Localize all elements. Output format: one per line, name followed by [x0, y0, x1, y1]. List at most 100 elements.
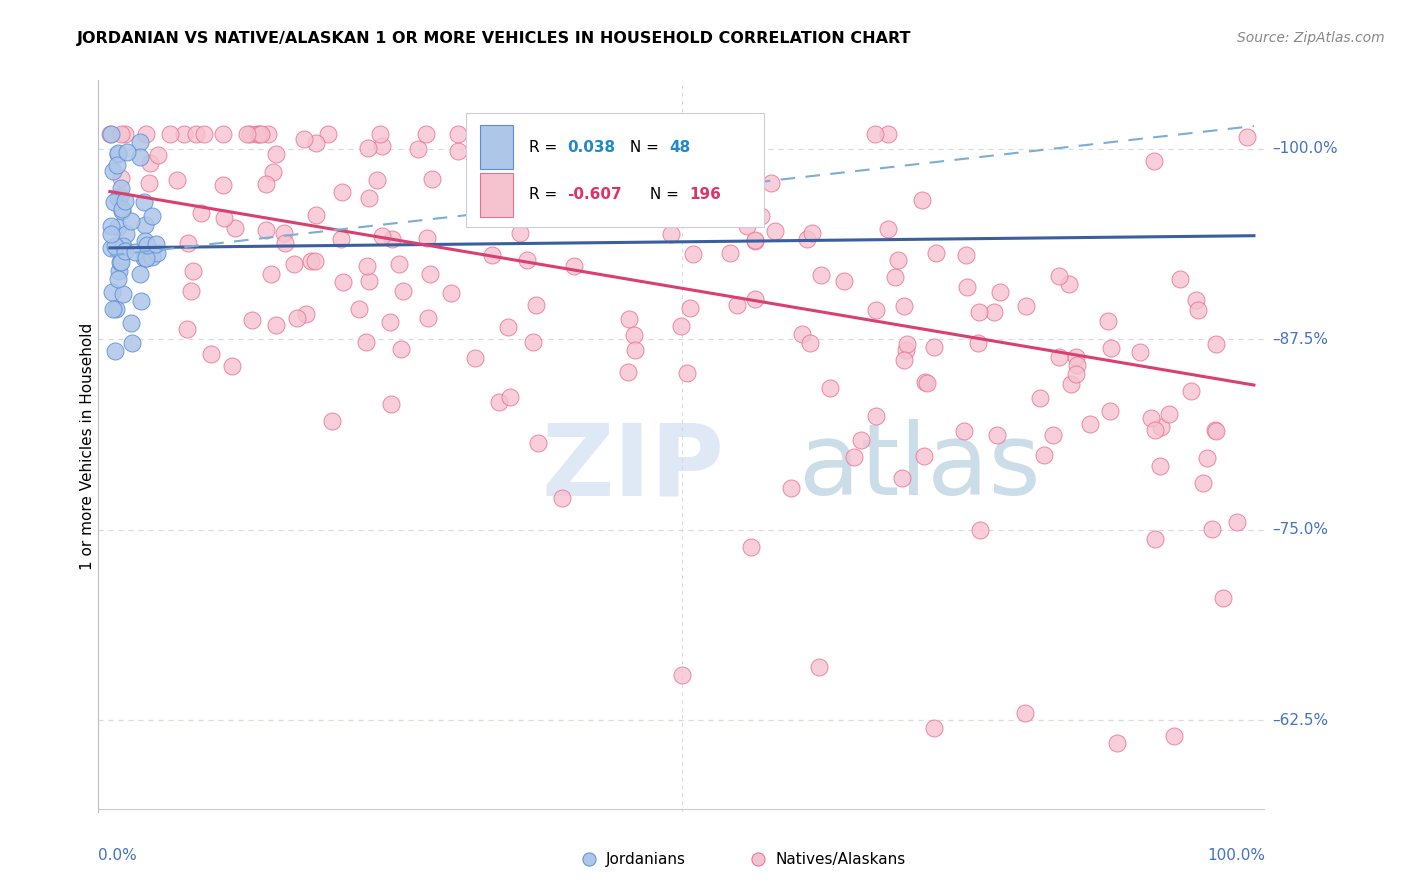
- Point: [669, 319, 692, 334]
- Point: [1143, 423, 1166, 437]
- Point: [108, 263, 131, 277]
- Point: [129, 294, 152, 309]
- FancyBboxPatch shape: [465, 113, 763, 227]
- Point: [104, 239, 127, 253]
- Point: [221, 359, 243, 373]
- Point: [911, 193, 934, 207]
- Text: 0.0%: 0.0%: [98, 848, 138, 863]
- Text: 0.038: 0.038: [568, 140, 616, 154]
- Point: [357, 141, 380, 155]
- Point: [893, 299, 915, 313]
- Point: [763, 223, 786, 237]
- Point: [1159, 408, 1181, 422]
- Point: [1097, 314, 1119, 328]
- Point: [129, 268, 152, 282]
- Point: [166, 173, 188, 187]
- Point: [562, 259, 585, 273]
- Point: [107, 146, 129, 161]
- Text: –75.0%: –75.0%: [1272, 523, 1329, 537]
- Point: [181, 264, 204, 278]
- Point: [139, 155, 162, 169]
- Point: [810, 268, 832, 282]
- Point: [110, 202, 132, 216]
- Point: [416, 310, 439, 325]
- Point: [114, 244, 136, 259]
- Point: [1150, 419, 1173, 434]
- Point: [1205, 425, 1227, 439]
- Point: [1064, 367, 1087, 381]
- Point: [415, 127, 437, 141]
- Text: Jordanians: Jordanians: [606, 852, 686, 867]
- Point: [285, 311, 308, 326]
- Point: [389, 342, 412, 356]
- Text: N =: N =: [644, 187, 683, 202]
- Point: [446, 127, 468, 141]
- Point: [883, 270, 905, 285]
- Point: [114, 194, 136, 208]
- Point: [111, 204, 134, 219]
- Point: [110, 171, 132, 186]
- Point: [146, 245, 169, 260]
- Point: [247, 127, 270, 141]
- Text: ZIP: ZIP: [541, 419, 724, 516]
- Point: [551, 491, 574, 506]
- Text: Source: ZipAtlas.com: Source: ZipAtlas.com: [1237, 31, 1385, 45]
- Point: [671, 667, 693, 681]
- Point: [100, 127, 122, 141]
- Point: [108, 188, 131, 202]
- Point: [173, 127, 195, 141]
- Point: [176, 322, 198, 336]
- Point: [891, 470, 914, 484]
- Text: N =: N =: [624, 140, 664, 154]
- Point: [1195, 450, 1218, 465]
- Point: [98, 127, 121, 141]
- Point: [986, 428, 1008, 442]
- Text: –87.5%: –87.5%: [1272, 332, 1329, 347]
- Text: JORDANIAN VS NATIVE/ALASKAN 1 OR MORE VEHICLES IN HOUSEHOLD CORRELATION CHART: JORDANIAN VS NATIVE/ALASKAN 1 OR MORE VE…: [77, 31, 912, 46]
- Point: [876, 127, 898, 141]
- Point: [392, 285, 415, 299]
- Point: [1042, 427, 1064, 442]
- Point: [104, 343, 127, 358]
- Point: [381, 232, 404, 246]
- Y-axis label: 1 or more Vehicles in Household: 1 or more Vehicles in Household: [80, 322, 94, 570]
- Point: [735, 219, 758, 233]
- Point: [526, 298, 548, 312]
- Point: [180, 284, 202, 298]
- Point: [887, 252, 910, 267]
- Text: R =: R =: [529, 187, 562, 202]
- Point: [1201, 522, 1223, 536]
- Text: 196: 196: [689, 187, 721, 202]
- Point: [1212, 591, 1234, 606]
- Point: [749, 209, 772, 223]
- Point: [1057, 277, 1080, 292]
- Point: [105, 158, 128, 172]
- Point: [617, 365, 640, 379]
- Point: [124, 244, 146, 259]
- Text: –62.5%: –62.5%: [1272, 713, 1329, 728]
- Point: [190, 206, 212, 220]
- Point: [799, 335, 821, 350]
- Point: [104, 302, 127, 317]
- Point: [780, 481, 803, 495]
- Point: [1059, 377, 1081, 392]
- Point: [115, 227, 138, 242]
- Point: [110, 127, 132, 141]
- Point: [121, 214, 143, 228]
- Point: [914, 449, 936, 463]
- Point: [599, 151, 621, 165]
- Point: [103, 164, 125, 178]
- Point: [134, 218, 156, 232]
- Point: [107, 272, 129, 286]
- Point: [273, 226, 295, 240]
- Text: 100.0%: 100.0%: [1208, 848, 1265, 863]
- Point: [132, 195, 155, 210]
- Point: [1080, 417, 1102, 432]
- Point: [533, 182, 555, 196]
- Point: [107, 146, 129, 161]
- Point: [368, 127, 391, 141]
- Point: [332, 275, 354, 289]
- Point: [896, 337, 918, 351]
- Point: [114, 127, 136, 141]
- Point: [128, 135, 150, 149]
